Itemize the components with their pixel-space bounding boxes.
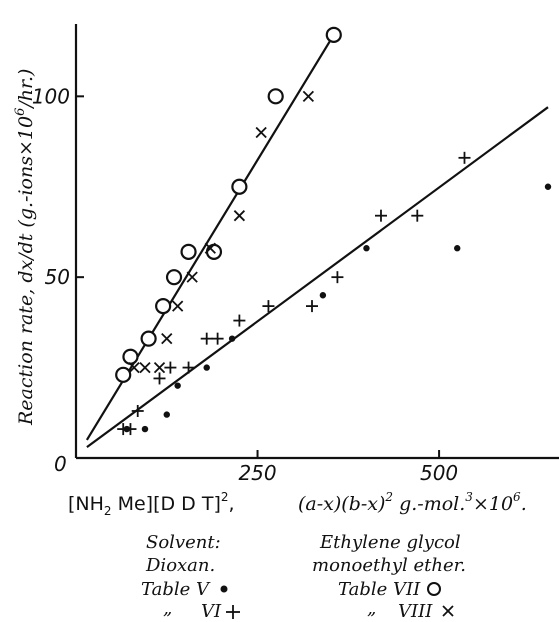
- plot-area: 50 100 250 500: [32, 24, 559, 485]
- legend-col2-header-a: Ethylene glycol: [319, 532, 461, 553]
- point-plus: [262, 300, 275, 313]
- x-label-units-end: ×10: [473, 493, 513, 515]
- x-label-bracket-a-sub: 2: [104, 504, 112, 518]
- legend-marker-plus: [226, 605, 240, 619]
- point-x: [186, 271, 198, 283]
- y-axis-label-end: /hr.): [15, 69, 37, 110]
- point-circle: [165, 269, 183, 286]
- point-dot: [319, 292, 327, 299]
- point-circle: [115, 366, 132, 383]
- point-circle: [155, 298, 172, 315]
- x-label-bracket-a-end: Me][D D T]: [112, 493, 221, 515]
- point-x-b: [302, 90, 315, 102]
- point-circle: [140, 330, 157, 347]
- point-dot: [454, 245, 461, 252]
- point-x-b: [172, 300, 184, 312]
- axis-labels: 0 Reaction rate, dx/dt (g.-ions×106/hr.)…: [13, 69, 527, 518]
- point-plus: [458, 151, 471, 164]
- point-plus: [164, 361, 177, 374]
- point-dot: [228, 335, 236, 342]
- origin-label: 0: [54, 452, 67, 476]
- point-plus: [306, 300, 318, 313]
- legend-marker-dot: [220, 585, 228, 593]
- point-plus: [124, 423, 137, 436]
- y-axis-label-x: ×10: [15, 116, 37, 156]
- x-label-units-sup: 3: [465, 490, 473, 504]
- x-tick-label: 250: [238, 461, 276, 485]
- point-plus: [153, 372, 166, 385]
- point-plus: [233, 314, 246, 327]
- legend-entry-vi-ditto: „: [163, 598, 172, 619]
- point-x: [161, 333, 173, 345]
- x-label-units: g.-mol.: [393, 493, 465, 515]
- point-x-b: [255, 126, 267, 139]
- point-dot: [544, 183, 552, 190]
- point-x: [204, 242, 216, 254]
- point-plus: [411, 209, 424, 222]
- fit-lines: [85, 34, 549, 449]
- point-x-b: [139, 361, 151, 374]
- point-x: [139, 361, 151, 374]
- y-tick-label: 100: [32, 84, 70, 108]
- point-x: [128, 361, 140, 374]
- point-dot: [203, 364, 210, 371]
- point-x-b: [161, 333, 173, 345]
- legend-entry-viii: VIII: [398, 601, 433, 622]
- point-dot: [141, 425, 149, 433]
- point-plus: [374, 209, 387, 222]
- point-circle: [325, 26, 342, 43]
- point-dot: [363, 245, 370, 252]
- point-circle: [122, 348, 139, 365]
- legend-col1-header-b: Dioxan.: [145, 555, 215, 576]
- point-dot: [174, 382, 181, 389]
- x-label-expr-sup: 2: [384, 490, 393, 504]
- legend-entry-vi: VI: [201, 601, 222, 622]
- markers: [115, 26, 552, 436]
- legend-entry-viii-ditto: „: [367, 598, 376, 619]
- point-x: [153, 361, 166, 374]
- point-plus: [131, 404, 144, 417]
- point-plus: [200, 332, 213, 345]
- point-plus: [182, 361, 195, 374]
- point-x: [302, 90, 315, 102]
- legend-col1-header-a: Solvent:: [146, 532, 221, 553]
- point-circle: [180, 243, 197, 260]
- point-x-b: [186, 271, 198, 283]
- x-label-units-end-sup: 6: [513, 490, 521, 504]
- x-label-units-dot: .: [521, 493, 527, 515]
- point-x: [255, 126, 267, 139]
- y-axis-label: Reaction rate, dx/dt (g.-ions×106/hr.): [13, 69, 37, 426]
- legend-marker-x: [442, 605, 454, 617]
- point-circle: [231, 178, 248, 195]
- legend-entry-table-vii: Table VII: [338, 579, 421, 600]
- fit-line-dioxan-fit: [86, 106, 549, 449]
- x-label-sep: ,: [229, 493, 235, 515]
- point-x-b: [204, 242, 216, 254]
- legend: Solvent: Dioxan. Ethylene glycol monoeth…: [141, 532, 466, 622]
- x-label-bracket-a: [NH: [68, 493, 104, 515]
- legend-marker-circle: [427, 582, 441, 596]
- x-axis-label-expr: (a-x)(b-x)2 g.-mol.3×106.: [298, 490, 527, 515]
- y-axis-label-sup: 6: [13, 108, 28, 116]
- point-plus: [211, 332, 224, 345]
- legend-col2-header-b: monoethyl ether.: [312, 555, 466, 576]
- y-tick-label: 50: [45, 265, 70, 289]
- point-x: [233, 210, 246, 222]
- point-circle: [267, 88, 284, 105]
- point-plus: [331, 271, 344, 284]
- x-label-expr-a: (a-x)(b-x): [298, 493, 385, 515]
- point-dot: [163, 411, 170, 418]
- point-x-b: [153, 361, 166, 374]
- point-x-b: [128, 361, 140, 374]
- x-tick-label: 500: [420, 461, 458, 485]
- point-x: [172, 300, 184, 312]
- x-axis-label: [NH2 Me][D D T]2,: [68, 490, 235, 518]
- legend-entry-table-v: Table V: [141, 579, 211, 600]
- y-axis-label-main: Reaction rate, dx/dt (g.-ions: [15, 156, 37, 426]
- point-x-b: [233, 210, 246, 222]
- x-label-bracket-sup: 2: [221, 490, 229, 504]
- ticks: 50 100 250 500: [32, 84, 458, 485]
